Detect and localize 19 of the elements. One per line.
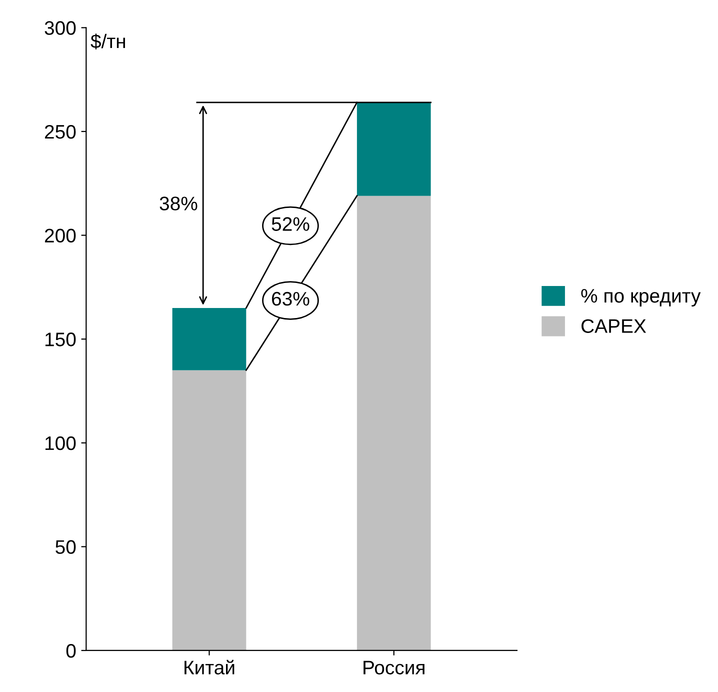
y-tick-label: 200 (44, 228, 76, 243)
y-tick-label: 50 (56, 540, 76, 554)
legend-label: % по кредиту (581, 289, 701, 307)
annotation: 38% (160, 196, 198, 210)
bar (172, 370, 246, 650)
bar (172, 308, 246, 370)
legend-label: CAPEX (582, 319, 646, 333)
x-tick-label: Китай (184, 660, 234, 674)
y-tick-label: 250 (44, 124, 76, 139)
y-tick-label: 0 (66, 644, 76, 658)
annotation: 63% (272, 292, 310, 306)
y-tick-label: 300 (44, 21, 76, 35)
y-axis-title: $/тн (90, 34, 125, 50)
y-tick-label: 100 (45, 436, 76, 450)
bar (356, 196, 431, 650)
x-tick-label: Россия (364, 660, 424, 674)
bar (356, 102, 431, 196)
y-tick-label: 150 (45, 332, 76, 346)
annotation: 52% (272, 217, 310, 231)
